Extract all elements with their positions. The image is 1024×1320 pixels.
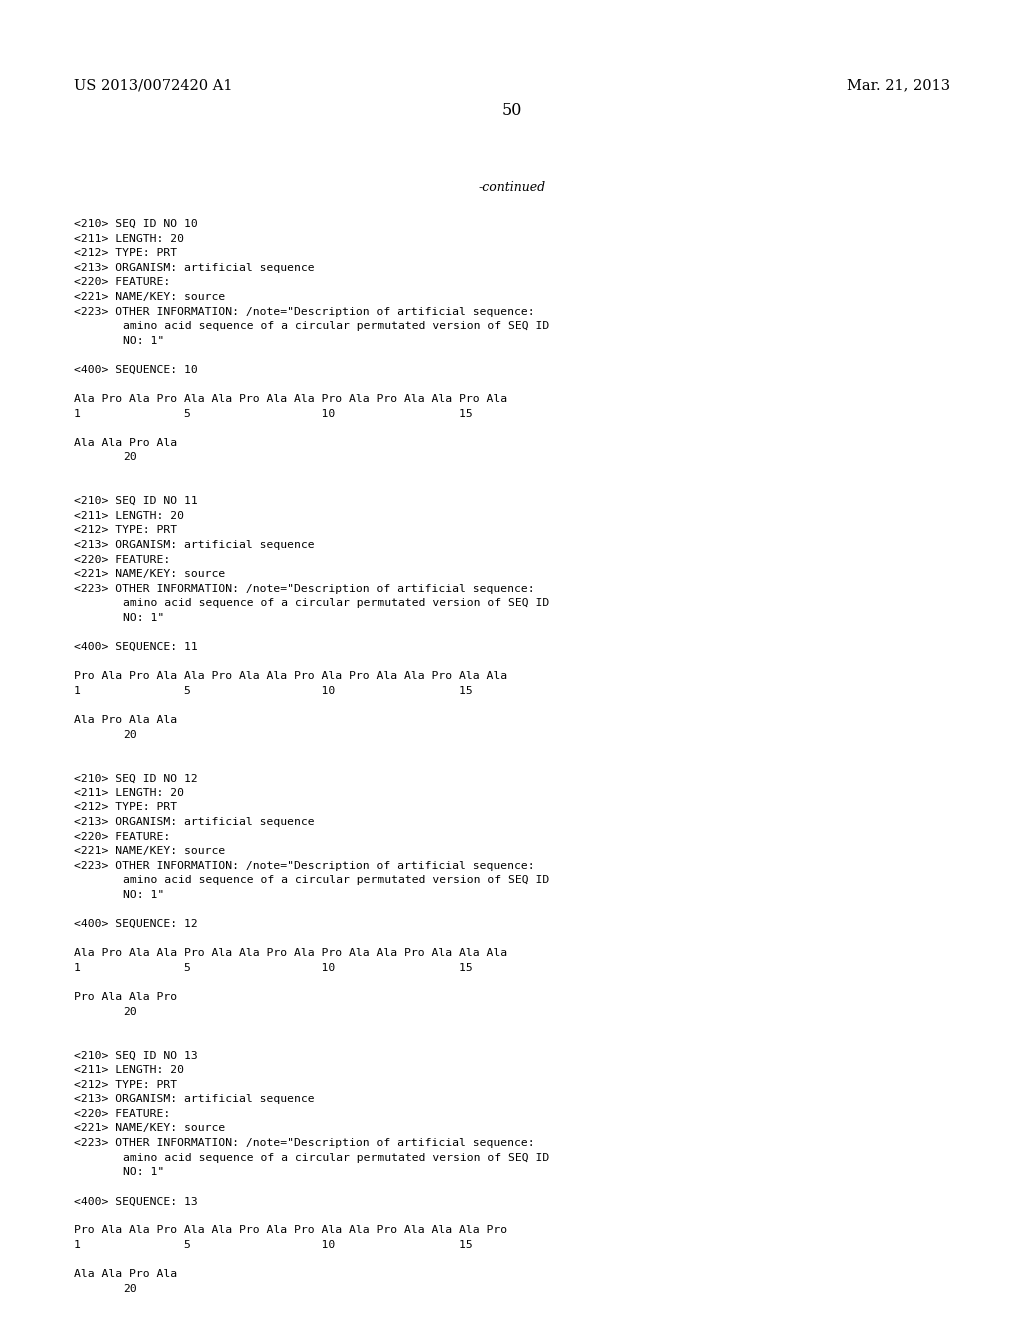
Text: <221> NAME/KEY: source: <221> NAME/KEY: source	[74, 1123, 225, 1134]
Text: NO: 1": NO: 1"	[123, 335, 164, 346]
Text: <213> ORGANISM: artificial sequence: <213> ORGANISM: artificial sequence	[74, 817, 314, 828]
Text: <213> ORGANISM: artificial sequence: <213> ORGANISM: artificial sequence	[74, 540, 314, 550]
Text: <212> TYPE: PRT: <212> TYPE: PRT	[74, 803, 177, 813]
Text: <400> SEQUENCE: 10: <400> SEQUENCE: 10	[74, 364, 198, 375]
Text: Ala Pro Ala Ala Pro Ala Ala Pro Ala Pro Ala Ala Pro Ala Ala Ala: Ala Pro Ala Ala Pro Ala Ala Pro Ala Pro …	[74, 948, 507, 958]
Text: <211> LENGTH: 20: <211> LENGTH: 20	[74, 1065, 183, 1074]
Text: <220> FEATURE:: <220> FEATURE:	[74, 554, 170, 565]
Text: NO: 1": NO: 1"	[123, 612, 164, 623]
Text: 1               5                   10                  15: 1 5 10 15	[74, 962, 472, 973]
Text: NO: 1": NO: 1"	[123, 890, 164, 900]
Text: Pro Ala Ala Pro Ala Ala Pro Ala Pro Ala Ala Pro Ala Ala Ala Pro: Pro Ala Ala Pro Ala Ala Pro Ala Pro Ala …	[74, 1225, 507, 1236]
Text: 20: 20	[123, 730, 136, 739]
Text: <210> SEQ ID NO 12: <210> SEQ ID NO 12	[74, 774, 198, 783]
Text: <213> ORGANISM: artificial sequence: <213> ORGANISM: artificial sequence	[74, 1094, 314, 1105]
Text: 50: 50	[502, 102, 522, 119]
Text: <221> NAME/KEY: source: <221> NAME/KEY: source	[74, 569, 225, 579]
Text: <211> LENGTH: 20: <211> LENGTH: 20	[74, 511, 183, 521]
Text: <223> OTHER INFORMATION: /note="Description of artificial sequence:: <223> OTHER INFORMATION: /note="Descript…	[74, 583, 535, 594]
Text: <400> SEQUENCE: 11: <400> SEQUENCE: 11	[74, 642, 198, 652]
Text: 20: 20	[123, 1284, 136, 1294]
Text: <221> NAME/KEY: source: <221> NAME/KEY: source	[74, 846, 225, 857]
Text: <213> ORGANISM: artificial sequence: <213> ORGANISM: artificial sequence	[74, 263, 314, 273]
Text: -continued: -continued	[478, 181, 546, 194]
Text: <220> FEATURE:: <220> FEATURE:	[74, 832, 170, 842]
Text: <210> SEQ ID NO 13: <210> SEQ ID NO 13	[74, 1051, 198, 1060]
Text: US 2013/0072420 A1: US 2013/0072420 A1	[74, 79, 232, 92]
Text: <223> OTHER INFORMATION: /note="Description of artificial sequence:: <223> OTHER INFORMATION: /note="Descript…	[74, 861, 535, 871]
Text: Mar. 21, 2013: Mar. 21, 2013	[847, 79, 950, 92]
Text: amino acid sequence of a circular permutated version of SEQ ID: amino acid sequence of a circular permut…	[123, 875, 549, 886]
Text: NO: 1": NO: 1"	[123, 1167, 164, 1177]
Text: Pro Ala Ala Pro: Pro Ala Ala Pro	[74, 993, 177, 1002]
Text: <221> NAME/KEY: source: <221> NAME/KEY: source	[74, 292, 225, 302]
Text: Ala Ala Pro Ala: Ala Ala Pro Ala	[74, 1270, 177, 1279]
Text: Ala Pro Ala Pro Ala Ala Pro Ala Ala Pro Ala Pro Ala Ala Pro Ala: Ala Pro Ala Pro Ala Ala Pro Ala Ala Pro …	[74, 395, 507, 404]
Text: amino acid sequence of a circular permutated version of SEQ ID: amino acid sequence of a circular permut…	[123, 598, 549, 609]
Text: <400> SEQUENCE: 13: <400> SEQUENCE: 13	[74, 1196, 198, 1206]
Text: 20: 20	[123, 453, 136, 462]
Text: Pro Ala Pro Ala Ala Pro Ala Ala Pro Ala Pro Ala Ala Pro Ala Ala: Pro Ala Pro Ala Ala Pro Ala Ala Pro Ala …	[74, 671, 507, 681]
Text: <210> SEQ ID NO 11: <210> SEQ ID NO 11	[74, 496, 198, 506]
Text: 1               5                   10                  15: 1 5 10 15	[74, 686, 472, 696]
Text: amino acid sequence of a circular permutated version of SEQ ID: amino acid sequence of a circular permut…	[123, 321, 549, 331]
Text: 20: 20	[123, 1007, 136, 1016]
Text: 1               5                   10                  15: 1 5 10 15	[74, 409, 472, 418]
Text: Ala Pro Ala Ala: Ala Pro Ala Ala	[74, 715, 177, 725]
Text: <212> TYPE: PRT: <212> TYPE: PRT	[74, 525, 177, 536]
Text: <223> OTHER INFORMATION: /note="Description of artificial sequence:: <223> OTHER INFORMATION: /note="Descript…	[74, 1138, 535, 1148]
Text: Ala Ala Pro Ala: Ala Ala Pro Ala	[74, 438, 177, 447]
Text: <211> LENGTH: 20: <211> LENGTH: 20	[74, 788, 183, 797]
Text: <223> OTHER INFORMATION: /note="Description of artificial sequence:: <223> OTHER INFORMATION: /note="Descript…	[74, 306, 535, 317]
Text: <212> TYPE: PRT: <212> TYPE: PRT	[74, 248, 177, 259]
Text: 1               5                   10                  15: 1 5 10 15	[74, 1239, 472, 1250]
Text: <211> LENGTH: 20: <211> LENGTH: 20	[74, 234, 183, 244]
Text: <220> FEATURE:: <220> FEATURE:	[74, 1109, 170, 1119]
Text: <210> SEQ ID NO 10: <210> SEQ ID NO 10	[74, 219, 198, 230]
Text: <212> TYPE: PRT: <212> TYPE: PRT	[74, 1080, 177, 1089]
Text: <220> FEATURE:: <220> FEATURE:	[74, 277, 170, 288]
Text: <400> SEQUENCE: 12: <400> SEQUENCE: 12	[74, 919, 198, 929]
Text: amino acid sequence of a circular permutated version of SEQ ID: amino acid sequence of a circular permut…	[123, 1152, 549, 1163]
